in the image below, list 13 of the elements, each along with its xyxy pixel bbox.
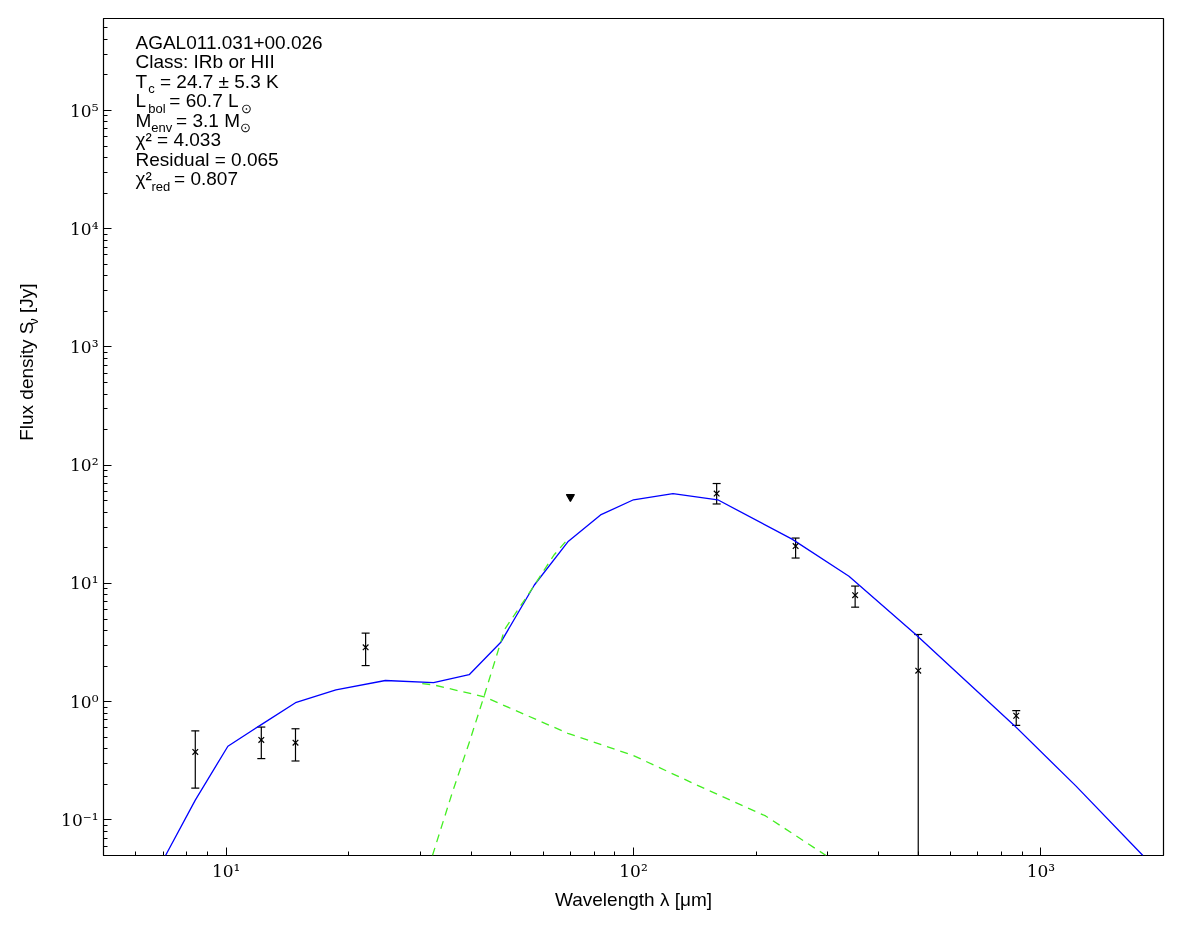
y-tick-label: 10⁻¹: [61, 809, 99, 830]
y-tick-label: 10²: [70, 455, 99, 476]
y-tick-label: 10⁰: [70, 691, 99, 712]
annotation: Class: IRb or HII: [135, 51, 275, 72]
x-tick-label: 10¹: [211, 860, 241, 881]
annotation: AGAL011.031+00.026: [135, 31, 323, 53]
y-tick-label: 10⁴: [70, 218, 99, 239]
y-tick-label: 10¹: [70, 573, 99, 594]
y-tick-label: 10⁵: [70, 100, 99, 121]
x-axis-title: Wavelength λ [μm]: [554, 888, 713, 910]
x-tick-label: 10²: [619, 860, 648, 881]
y-tick-label: 10³: [70, 336, 99, 357]
x-tick-label: 10³: [1026, 860, 1056, 881]
